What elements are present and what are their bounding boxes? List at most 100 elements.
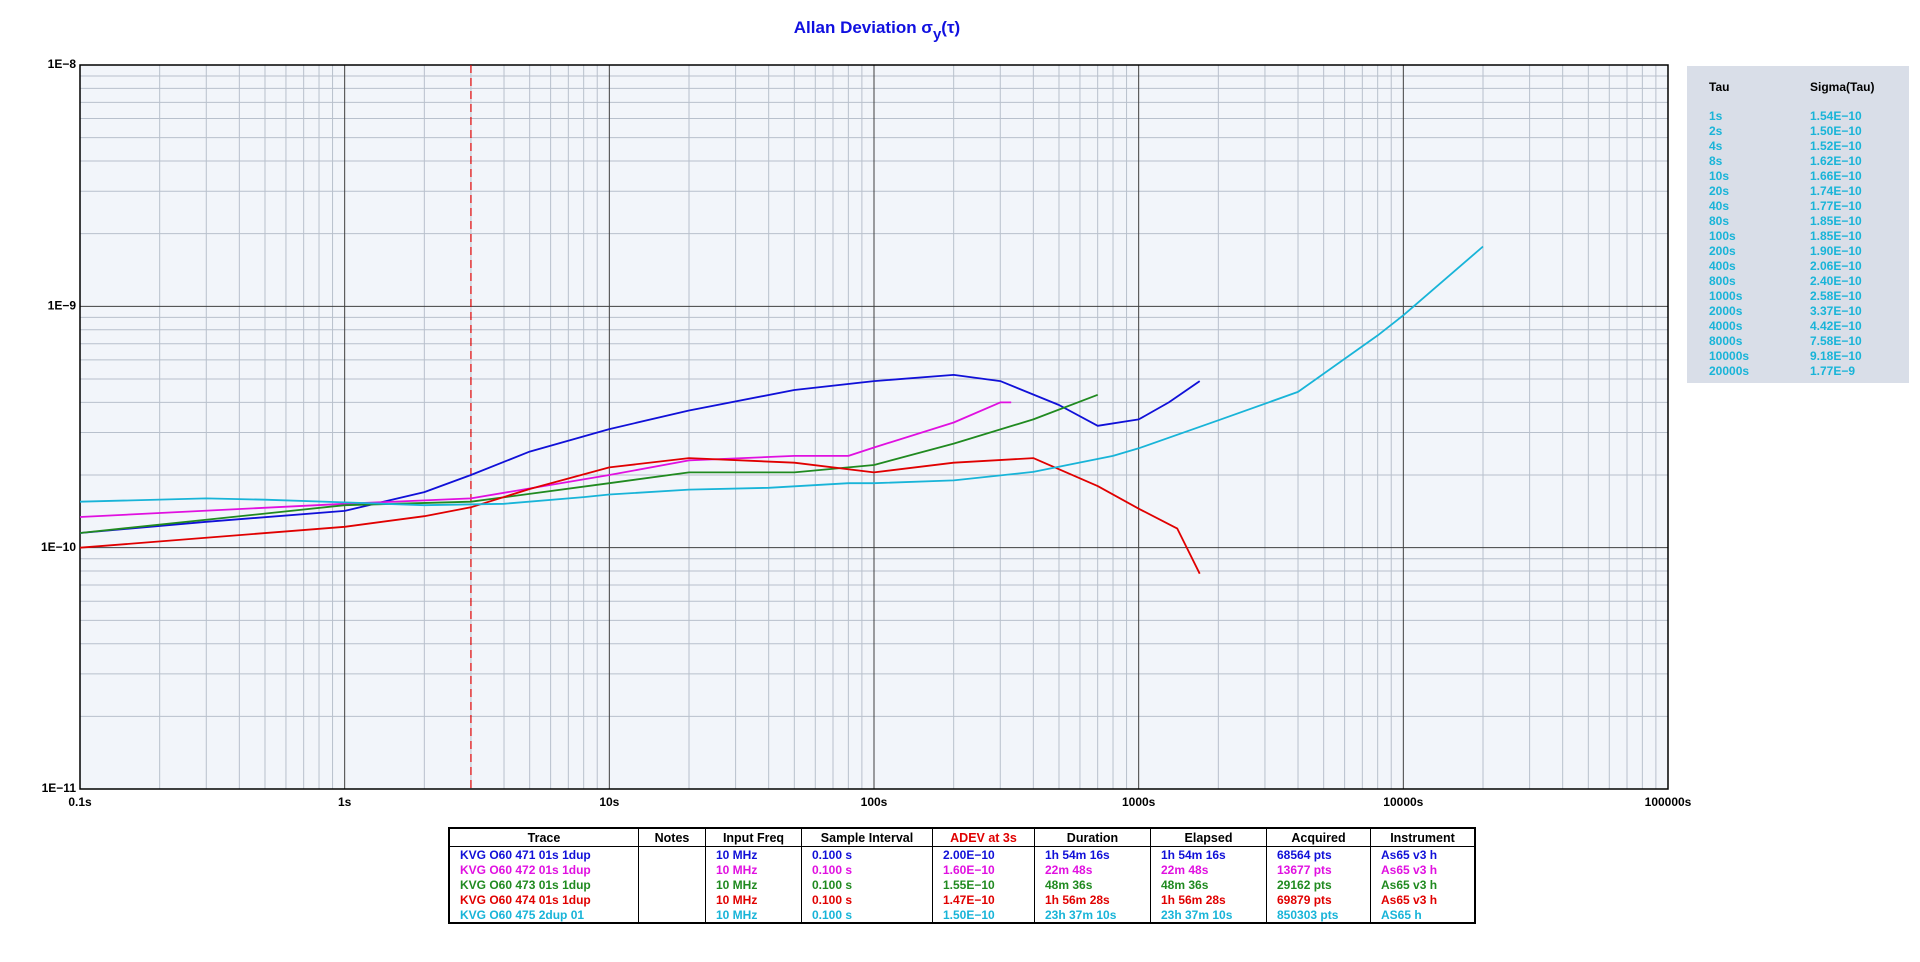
column-header: ADEV at 3s (932, 827, 1035, 847)
table-cell: As65 v3 h (1370, 846, 1476, 862)
tau-table: Tau Sigma(Tau) 1s 1.54E−10 2s 1.50E−10 4s 1.52E… (1687, 66, 1909, 383)
table-cell: 1h 54m 16s (1150, 846, 1267, 862)
table-cell: AS65 h (1370, 907, 1476, 923)
column-header: Elapsed (1150, 827, 1267, 847)
tau-cell: 400s (1709, 259, 1736, 273)
title-main: Allan Deviation σ (794, 18, 934, 37)
table-cell: 1h 56m 28s (1150, 892, 1267, 907)
table-row: KVG O60 472 01s 1dup 10 MHz 0.100 s 1.60E−1… (448, 862, 1476, 877)
table-cell: 10 MHz (705, 877, 802, 892)
tau-cell: 1.62E−10 (1810, 154, 1862, 168)
table-cell: 48m 36s (1150, 877, 1267, 892)
table-cell: 0.100 s (801, 846, 933, 862)
x-tick-label: 1000s (1122, 795, 1156, 809)
table-cell: 10 MHz (705, 846, 802, 862)
tau-cell: 10s (1709, 169, 1730, 183)
table-cell: 22m 48s (1150, 862, 1267, 877)
column-header: Instrument (1370, 827, 1476, 847)
tau-cell: 1.74E−10 (1810, 184, 1862, 198)
table-cell (638, 877, 706, 892)
table-cell: 1.47E−10 (932, 892, 1035, 907)
table-cell: KVG O60 472 01s 1dup (448, 862, 639, 877)
tau-cell: 1.52E−10 (1810, 139, 1862, 153)
tau-cell: 8000s (1709, 334, 1743, 348)
x-tick-label: 0.1s (68, 795, 92, 809)
tau-cell: 40s (1709, 199, 1730, 213)
tau-header: Sigma(Tau) (1810, 80, 1875, 94)
table-cell: 0.100 s (801, 892, 933, 907)
series-line (79, 393, 1099, 534)
tau-cell: 9.18E−10 (1810, 349, 1862, 363)
table-cell: KVG O60 473 01s 1dup (448, 877, 639, 892)
table-cell: 850303 pts (1266, 907, 1371, 923)
table-cell: 1.55E−10 (932, 877, 1035, 892)
column-header: Duration (1034, 827, 1151, 847)
tau-cell: 3.37E−10 (1810, 304, 1862, 318)
table-cell: 1.60E−10 (932, 862, 1035, 877)
table-cell: 1h 54m 16s (1034, 846, 1151, 862)
table-cell: KVG O60 471 01s 1dup (448, 846, 639, 862)
table-cell: 0.100 s (801, 862, 933, 877)
tau-cell: 1.85E−10 (1810, 229, 1862, 243)
x-tick-label: 1s (338, 795, 352, 809)
x-tick-label: 10s (599, 795, 619, 809)
table-cell (638, 862, 706, 877)
table-cell: As65 v3 h (1370, 862, 1476, 877)
tau-cell: 20s (1709, 184, 1730, 198)
table-cell: KVG O60 474 01s 1dup (448, 892, 639, 907)
tau-cell: 1.90E−10 (1810, 244, 1862, 258)
plot-border (79, 64, 1669, 790)
table-cell: As65 v3 h (1370, 877, 1476, 892)
x-tick-label: 100s (861, 795, 888, 809)
tau-header: Tau (1709, 80, 1730, 94)
table-row: KVG O60 475 2dup 01 10 MHz 0.100 s 1.50E−10… (448, 907, 1476, 923)
table-cell: 13677 pts (1266, 862, 1371, 877)
x-tick-label: 100000s (1645, 795, 1692, 809)
tau-cell: 1.85E−10 (1810, 214, 1862, 228)
tau-cell: 1.50E−10 (1810, 124, 1862, 138)
table-cell: 23h 37m 10s (1150, 907, 1267, 923)
table-cell: 10 MHz (705, 907, 802, 923)
tau-cell: 80s (1709, 214, 1730, 228)
tau-cell: 800s (1709, 274, 1736, 288)
table-cell: 10 MHz (705, 892, 802, 907)
table-cell: 23h 37m 10s (1034, 907, 1151, 923)
table-header: Trace Notes Input Freq Sample Interval ADEV … (448, 827, 1476, 847)
column-header: Trace (448, 827, 639, 847)
tau-cell: 1.66E−10 (1810, 169, 1862, 183)
title-suffix: (τ) (941, 18, 960, 37)
series-line (79, 245, 1484, 507)
tau-cell: 2.58E−10 (1810, 289, 1862, 303)
table-cell: 48m 36s (1034, 877, 1151, 892)
y-tick-label: 1E−10 (41, 540, 76, 554)
tau-cell: 100s (1709, 229, 1736, 243)
series-line (79, 457, 1201, 575)
column-header: Notes (638, 827, 706, 847)
table-row: KVG O60 471 01s 1dup 10 MHz 0.100 s 2.00E−1… (448, 846, 1476, 862)
x-tick-label: 10000s (1383, 795, 1423, 809)
table-cell: KVG O60 475 2dup 01 (448, 907, 639, 923)
table-cell (638, 892, 706, 907)
tau-cell: 200s (1709, 244, 1736, 258)
table-cell: 1h 56m 28s (1034, 892, 1151, 907)
tau-cell: 2000s (1709, 304, 1743, 318)
column-header: Sample Interval (801, 827, 933, 847)
tau-cell: 4.42E−10 (1810, 319, 1862, 333)
table-cell: 0.100 s (801, 907, 933, 923)
table-cell: 68564 pts (1266, 846, 1371, 862)
column-header: Input Freq (705, 827, 802, 847)
chart: Allan Deviation σy(τ) 0.1s 1s 10s 100s 1000s… (41, 18, 1692, 809)
table-cell: 22m 48s (1034, 862, 1151, 877)
table-cell: 1.50E−10 (932, 907, 1035, 923)
tau-cell: 2.40E−10 (1810, 274, 1862, 288)
title-subscript: y (933, 26, 942, 43)
tau-cell: 1.77E−9 (1810, 364, 1856, 378)
table-cell (638, 907, 706, 923)
y-tick-label: 1E−8 (48, 57, 77, 71)
series-line (79, 374, 1201, 534)
table-cell: 69879 pts (1266, 892, 1371, 907)
tau-cell: 2.06E−10 (1810, 259, 1862, 273)
tau-cell: 7.58E−10 (1810, 334, 1862, 348)
tau-cell: 1.54E−10 (1810, 109, 1862, 123)
